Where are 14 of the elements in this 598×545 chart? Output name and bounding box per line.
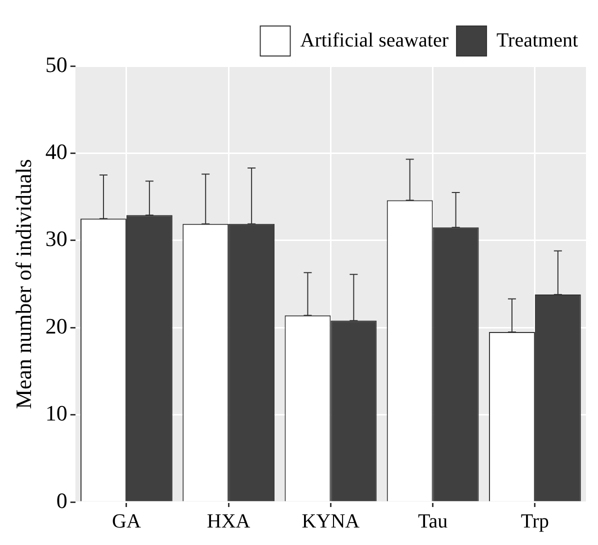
y-tick-label: 50 (45, 52, 68, 77)
y-tick-label: 30 (45, 226, 68, 252)
x-tick-label: Trp (520, 510, 550, 532)
x-tick-label: Tau (418, 510, 448, 532)
x-tick-label: HXA (206, 510, 251, 532)
legend-label: Treatment (496, 29, 578, 52)
legend-label: Artificial seawater (300, 29, 449, 52)
x-tick-label: GA (112, 510, 142, 532)
x-tick-label: KYNA (302, 510, 360, 532)
y-axis-title: Mean number of individuals (10, 159, 36, 409)
y-tick-label: 0 (56, 488, 68, 513)
y-tick-label: 10 (45, 400, 68, 426)
y-tick-label: 40 (45, 138, 68, 164)
y-tick-label: 20 (45, 313, 68, 338)
